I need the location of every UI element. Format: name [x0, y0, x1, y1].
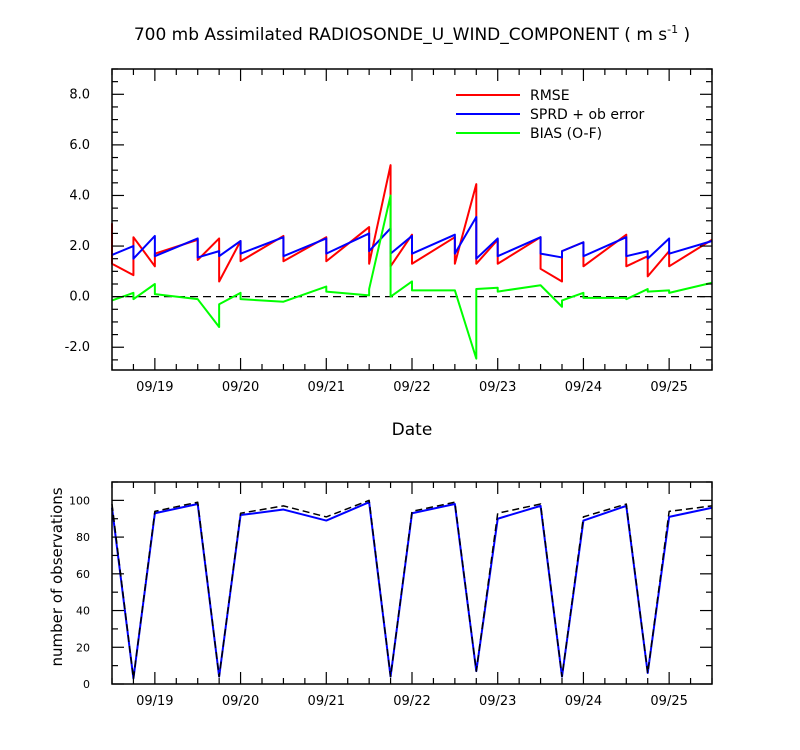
chart-title: 700 mb Assimilated RADIOSONDE_U_WIND_COM…	[134, 23, 690, 45]
x-tick-label: 09/21	[308, 694, 345, 709]
legend: RMSE SPRD + ob error BIAS (O-F)	[456, 88, 645, 142]
y-tick-label: 8.0	[69, 87, 90, 102]
series-line-rmse	[111, 164, 713, 283]
x-tick-label: 09/24	[565, 380, 602, 395]
legend-label: RMSE	[530, 88, 570, 104]
y-tick-label: 6.0	[69, 138, 90, 153]
y-tick-label: 80	[76, 531, 90, 544]
x-tick-label: 09/22	[393, 380, 430, 395]
y-tick-label: -2.0	[65, 340, 90, 355]
x-tick-label: 09/25	[650, 694, 687, 709]
bottom-axis-ticks: 09/19 09/20 09/21 09/22 09/23 09/24 09/25 0 20 40…	[69, 481, 713, 709]
bottom-panel: 09/19 09/20 09/21 09/22 09/23 09/24 09/25 0 20 40…	[48, 481, 713, 709]
x-axis-title: Date	[392, 420, 433, 440]
x-tick-label: 09/21	[308, 380, 345, 395]
x-tick-label: 09/23	[479, 694, 516, 709]
y-tick-label: 0.0	[69, 290, 90, 305]
legend-label: SPRD + ob error	[530, 107, 645, 123]
x-tick-label: 09/24	[565, 694, 602, 709]
y-tick-label: 20	[76, 641, 90, 654]
y-tick-label: 2.0	[69, 239, 90, 254]
series-line-bias-o-f	[111, 194, 713, 360]
legend-label: BIAS (O-F)	[530, 126, 602, 142]
bottom-series-layer	[111, 499, 713, 680]
x-tick-label: 09/19	[136, 380, 173, 395]
x-tick-label: 09/20	[222, 380, 259, 395]
series-line-observations-total	[111, 499, 713, 680]
x-tick-label: 09/19	[136, 694, 173, 709]
y-tick-label: 100	[69, 494, 90, 507]
y-tick-label: 60	[76, 568, 90, 581]
y-axis-title-observations: number of observations	[48, 487, 66, 666]
y-tick-label: 4.0	[69, 188, 90, 203]
top-series-layer	[111, 164, 713, 360]
x-tick-label: 09/25	[650, 380, 687, 395]
x-tick-label: 09/23	[479, 380, 516, 395]
y-tick-label: 40	[76, 605, 90, 618]
x-tick-label: 09/22	[393, 694, 430, 709]
y-tick-label: 0	[83, 678, 90, 691]
series-line-observations-assimilated	[111, 501, 713, 680]
x-tick-label: 09/20	[222, 694, 259, 709]
top-panel: 700 mb Assimilated RADIOSONDE_U_WIND_COM…	[65, 23, 713, 440]
series-line-sprd-ob-error	[111, 215, 713, 260]
top-axis-ticks: 09/19 09/20 09/21 09/22 09/23 09/24 09/25 -2.0 0…	[65, 68, 713, 395]
